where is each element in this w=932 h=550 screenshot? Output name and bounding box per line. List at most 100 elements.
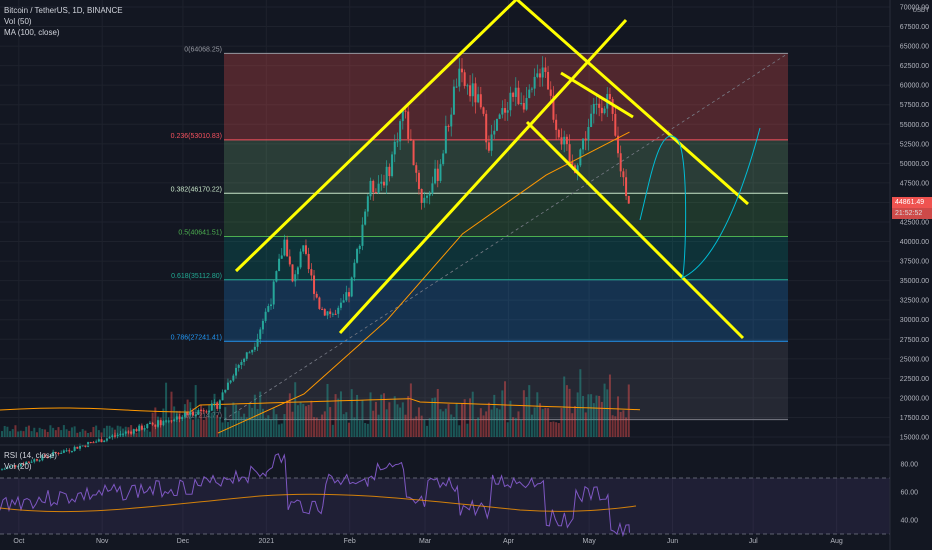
volume-bar <box>105 425 108 437</box>
candle <box>49 455 52 457</box>
candle <box>442 153 445 165</box>
volume-bar <box>57 427 60 437</box>
candle <box>323 309 326 316</box>
volume-bar <box>584 412 587 437</box>
volume-bar <box>76 432 79 437</box>
candle <box>1 469 3 471</box>
candle <box>103 440 106 443</box>
candle <box>33 459 36 462</box>
fib-retracement[interactable]: 0(64068.25) 0.236(53010.83) 0.382(46170.22… <box>171 46 789 421</box>
price-axis-label: 47500.00 <box>900 180 929 187</box>
volume-bar <box>364 423 367 437</box>
volume-bar <box>22 431 25 437</box>
volume-bar <box>27 425 30 437</box>
volume-bar <box>573 405 576 437</box>
fib-trend-line <box>223 53 789 421</box>
candle <box>194 414 197 416</box>
volume-bar <box>431 398 434 437</box>
volume-bar <box>622 410 625 437</box>
candle <box>122 433 125 435</box>
volume-bar <box>256 408 259 437</box>
candle <box>175 416 178 420</box>
volume-bar <box>455 403 458 437</box>
candle <box>9 466 12 468</box>
fib-zone <box>224 341 788 420</box>
candle <box>167 420 170 422</box>
volume-bar <box>587 394 590 437</box>
volume-bar <box>116 425 119 437</box>
candle <box>595 103 598 105</box>
volume-bar <box>544 407 547 437</box>
symbol-title[interactable]: Bitcoin / TetherUS, 1D, BINANCE <box>4 6 123 15</box>
candle <box>213 402 216 404</box>
volume-bar <box>331 424 334 437</box>
volume-bar <box>606 389 609 437</box>
candle <box>95 441 98 443</box>
candle <box>434 168 437 184</box>
volume-bar <box>140 427 143 437</box>
volume-bar <box>221 422 224 437</box>
candle <box>452 86 455 115</box>
volume-bar <box>549 421 552 437</box>
main-legend: Bitcoin / TetherUS, 1D, BINANCE Vol (50)… <box>4 5 123 38</box>
trend-annotations[interactable] <box>234 0 761 340</box>
candle <box>528 89 531 99</box>
volume-bar <box>92 426 95 437</box>
volume-bar <box>452 416 455 437</box>
price-axis-label: 67500.00 <box>900 24 929 31</box>
candle <box>495 118 498 131</box>
volume-bar <box>420 415 423 437</box>
candle <box>426 195 429 198</box>
volume-bar <box>477 417 480 437</box>
volume-bar <box>296 405 299 437</box>
countdown-badge: 21:52:52 <box>892 208 932 219</box>
volume-bar <box>191 419 194 437</box>
candle <box>224 389 227 393</box>
candle <box>22 464 25 466</box>
candle <box>17 466 20 468</box>
candle <box>87 442 90 447</box>
volume-bar <box>261 408 264 437</box>
volume-bar <box>1 431 3 437</box>
candle <box>364 211 367 225</box>
rsi-legend: RSI (14, close) Vol (20) <box>4 450 57 472</box>
candle <box>97 439 100 442</box>
candle <box>79 445 82 449</box>
volume-bar <box>275 414 278 437</box>
candle <box>444 125 447 154</box>
volume-bar <box>280 423 283 437</box>
volume-bar <box>409 383 412 437</box>
rsi-vol-line <box>0 493 637 513</box>
time-axis-label: Nov <box>96 538 109 545</box>
price-axis-unit: USDT <box>913 8 930 14</box>
candle <box>385 166 388 186</box>
candle <box>173 419 176 421</box>
candle <box>197 410 200 415</box>
candle <box>256 339 259 347</box>
volume-bar <box>509 400 512 437</box>
time-axis-label: Aug <box>830 538 843 545</box>
candle <box>162 421 165 426</box>
volume-bar <box>404 414 407 437</box>
rsi-vol-legend-label[interactable]: Vol (20) <box>4 462 32 471</box>
candle <box>124 431 127 434</box>
volume-bar <box>218 416 221 437</box>
candle <box>65 450 68 452</box>
candle <box>280 255 283 259</box>
candle <box>331 313 334 315</box>
candle <box>533 76 536 89</box>
candle <box>536 73 539 77</box>
candle <box>151 422 154 425</box>
volume-bar <box>557 423 560 437</box>
volume-bar <box>216 415 219 437</box>
ma-100-path <box>217 131 630 434</box>
candle <box>116 434 119 436</box>
ma-legend[interactable]: MA (100, close) <box>4 28 60 37</box>
rsi-legend-label[interactable]: RSI (14, close) <box>4 451 57 460</box>
vol-legend[interactable]: Vol (50) <box>4 17 32 26</box>
candle <box>404 110 407 112</box>
candle <box>202 410 205 412</box>
candle <box>248 352 251 354</box>
ma-100-line <box>217 131 630 434</box>
